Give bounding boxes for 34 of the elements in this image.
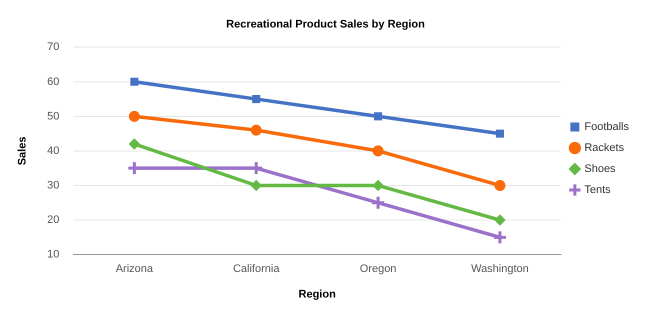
point [494, 180, 506, 191]
legend-label: Shoes [584, 163, 616, 176]
x-axis-title: Region [298, 288, 336, 300]
legend-label: Footballs [584, 121, 630, 134]
point [250, 124, 262, 136]
point [496, 130, 504, 138]
x-tick-label: Oregon [360, 263, 396, 276]
point [374, 112, 382, 120]
y-tick-label: 70 [47, 41, 60, 54]
point [494, 214, 506, 226]
legend-label: Tents [584, 184, 612, 196]
y-tick-label: 40 [47, 144, 60, 157]
point [248, 160, 264, 176]
y-tick-label: 50 [47, 110, 60, 122]
x-tick-label: Washington [471, 263, 529, 276]
point [372, 180, 384, 191]
point [250, 180, 262, 191]
point [128, 138, 140, 150]
y-tick-label: 10 [47, 248, 60, 261]
x-tick-label: California [232, 263, 280, 276]
point [372, 145, 384, 156]
point [126, 160, 142, 176]
x-tick-label: Arizona [116, 263, 154, 276]
y-axis-title: Sales [16, 136, 29, 166]
chart-title: Recreational Product Sales by Region [226, 18, 426, 31]
y-tick-label: 30 [47, 180, 60, 192]
y-tick-label: 60 [47, 76, 60, 88]
y-tick-label: 20 [47, 214, 60, 226]
legend-label: Rackets [584, 142, 625, 154]
point [370, 195, 386, 210]
point [128, 110, 140, 122]
point [130, 78, 138, 86]
point [492, 230, 508, 245]
point [252, 95, 260, 104]
